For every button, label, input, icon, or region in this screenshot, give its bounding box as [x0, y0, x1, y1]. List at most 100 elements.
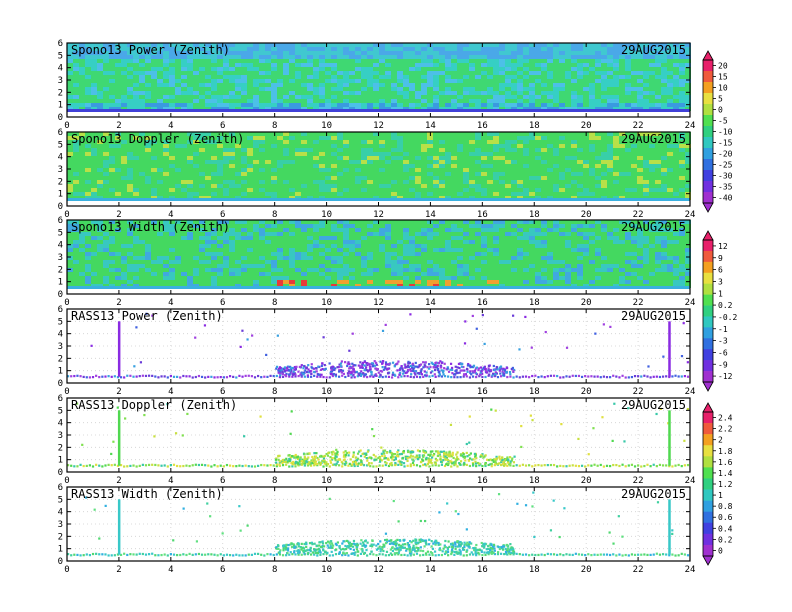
- heat-cell: [145, 103, 151, 107]
- heat-cell: [439, 87, 445, 91]
- heat-cell: [595, 180, 601, 184]
- heat-cell: [235, 168, 241, 172]
- heat-cell: [319, 51, 325, 55]
- heat-cell: [79, 176, 85, 180]
- heat-cell: [523, 148, 529, 152]
- heat-cell: [337, 240, 343, 244]
- heat-cell: [493, 224, 499, 228]
- heat-cell: [463, 79, 469, 83]
- heat-cell: [619, 103, 625, 107]
- heat-cell: [253, 272, 259, 276]
- heat-cell: [469, 168, 475, 172]
- heat-cell: [85, 176, 91, 180]
- heat-cell: [391, 168, 397, 172]
- heat-cell: [391, 172, 397, 176]
- heat-cell: [175, 160, 181, 164]
- heat-cell: [655, 160, 661, 164]
- heat-cell: [211, 148, 217, 152]
- heat-cell: [97, 184, 103, 188]
- heat-cell: [73, 140, 79, 144]
- heat-cell: [427, 47, 433, 51]
- heat-cell: [163, 47, 169, 51]
- heat-cell: [367, 140, 373, 144]
- heat-cell: [433, 276, 439, 280]
- heat-cell: [505, 248, 511, 252]
- heat-cell: [661, 136, 667, 140]
- heat-cell: [295, 140, 301, 144]
- heat-cell: [169, 136, 175, 140]
- heat-cell: [271, 152, 277, 156]
- heat-cell: [283, 156, 289, 160]
- heat-cell: [445, 244, 451, 248]
- heat-cell: [205, 248, 211, 252]
- heat-cell: [115, 160, 121, 164]
- heat-cell: [151, 180, 157, 184]
- heat-cell: [343, 248, 349, 252]
- heat-cell: [127, 47, 133, 51]
- x-tick-label: 8: [272, 210, 277, 220]
- heat-cell: [625, 75, 631, 79]
- heat-cell: [397, 83, 403, 87]
- heat-cell: [397, 172, 403, 176]
- heat-cell: [79, 228, 85, 232]
- heat-cell: [121, 152, 127, 156]
- heat-cell: [439, 47, 445, 51]
- heat-cell: [265, 220, 271, 224]
- heat-cell: [157, 83, 163, 87]
- heat-cell: [367, 248, 373, 252]
- heat-cell: [625, 160, 631, 164]
- heat-cell: [493, 99, 499, 103]
- heat-cell: [553, 91, 559, 95]
- heat-cell: [421, 55, 427, 59]
- heat-cell: [415, 272, 421, 276]
- heat-cell: [415, 132, 421, 136]
- heat-cell: [391, 83, 397, 87]
- heat-cell: [523, 272, 529, 276]
- heat-cell: [331, 156, 337, 160]
- heat-cell: [211, 140, 217, 144]
- heat-cell: [499, 51, 505, 55]
- heat-cell: [427, 176, 433, 180]
- heat-cell: [235, 248, 241, 252]
- heat-cell: [301, 140, 307, 144]
- heat-cell: [295, 63, 301, 67]
- heat-cell: [637, 63, 643, 67]
- heat-cell: [373, 136, 379, 140]
- heat-cell: [331, 244, 337, 248]
- heat-cell: [463, 280, 469, 284]
- heat-cell: [187, 164, 193, 168]
- heat-cell: [409, 136, 415, 140]
- heat-cell: [337, 260, 343, 264]
- heat-cell: [223, 95, 229, 99]
- heat-cell: [169, 168, 175, 172]
- heat-cell: [559, 99, 565, 103]
- heat-cell: [289, 264, 295, 268]
- heat-cell: [85, 43, 91, 47]
- heat-cell: [73, 55, 79, 59]
- heat-cell: [259, 136, 265, 140]
- heat-cell: [79, 59, 85, 63]
- heat-cell: [127, 244, 133, 248]
- heat-cell: [265, 244, 271, 248]
- heat-cell: [433, 91, 439, 95]
- heat-cell: [313, 63, 319, 67]
- heat-cell: [313, 252, 319, 256]
- heat-cell: [139, 172, 145, 176]
- heat-cell: [337, 55, 343, 59]
- heat-cell: [145, 184, 151, 188]
- heat-cell: [235, 156, 241, 160]
- heat-cell: [223, 176, 229, 180]
- heat-cell: [541, 59, 547, 63]
- heat-cell: [337, 103, 343, 107]
- heat-cell: [85, 67, 91, 71]
- heat-cell: [241, 192, 247, 196]
- heat-cell: [379, 176, 385, 180]
- heat-cell: [499, 156, 505, 160]
- heat-cell: [145, 264, 151, 268]
- heat-cell: [613, 67, 619, 71]
- heat-cell: [523, 172, 529, 176]
- heat-cell: [229, 148, 235, 152]
- heat-cell: [487, 224, 493, 228]
- heat-cell: [163, 256, 169, 260]
